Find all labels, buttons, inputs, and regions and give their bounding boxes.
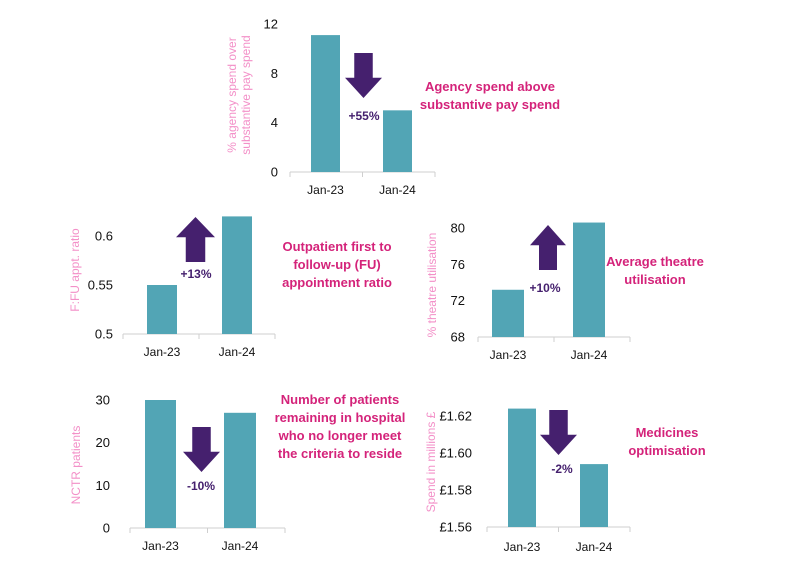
bar-jan-23 [492, 289, 524, 337]
up-arrow-icon [176, 217, 215, 262]
y-tick-label: 0 [271, 165, 278, 180]
chart-panel-3: 68 72 76 80 Jan-23 Jan-24 % theatre utilisatio… [425, 221, 704, 363]
chart-panel-2: 0.5 0.55 0.6 Jan-23 Jan-24 F:FU appt. ratio +1… [68, 216, 392, 359]
x-tick-label: Jan-24 [576, 540, 613, 554]
annotation-text: substantive pay spend [420, 97, 560, 112]
annotation-text: utilisation [624, 272, 685, 287]
y-axis-title: % theatre utilisation [425, 233, 439, 338]
bar-jan-24 [383, 110, 412, 172]
annotation-text: follow-up (FU) [293, 257, 380, 272]
change-label: -2% [551, 462, 573, 476]
y-axis-title: substantive pay spend [239, 35, 253, 154]
y-tick-label: £1.60 [439, 446, 472, 461]
x-tick-label: Jan-24 [571, 348, 608, 362]
x-tick-label: Jan-24 [379, 183, 416, 197]
y-tick-label: 8 [271, 66, 278, 81]
y-tick-label: 0 [103, 521, 110, 536]
change-label: +10% [529, 281, 560, 295]
bar-jan-24 [573, 222, 605, 337]
annotation-text: who no longer meet [278, 428, 402, 443]
bar-jan-23 [145, 400, 176, 528]
y-tick-label: 80 [451, 221, 465, 236]
y-tick-label: 0.55 [88, 278, 113, 293]
change-label: -10% [187, 479, 215, 493]
y-tick-label: 72 [451, 293, 465, 308]
x-tick-label: Jan-23 [144, 345, 181, 359]
y-tick-label: 0.5 [95, 327, 113, 342]
up-arrow-icon [530, 225, 566, 270]
annotation-text: the criteria to reside [278, 446, 402, 461]
y-tick-label: £1.62 [439, 409, 472, 424]
y-tick-label: 4 [271, 115, 278, 130]
bar-jan-23 [147, 285, 177, 334]
down-arrow-icon [540, 410, 577, 455]
x-tick-label: Jan-23 [504, 540, 541, 554]
change-label: +13% [180, 267, 211, 281]
chart-panel-5: £1.56 £1.58 £1.60 £1.62 Jan-23 Jan-24 Spend in… [424, 409, 706, 555]
annotation-text: optimisation [628, 443, 705, 458]
y-axis-title: F:FU appt. ratio [68, 228, 82, 312]
x-tick-label: Jan-23 [142, 539, 179, 553]
annotation-text: Medicines [636, 425, 699, 440]
x-tick-label: Jan-24 [222, 539, 259, 553]
y-axis-title: NCTR patients [69, 426, 83, 505]
annotation-text: Average theatre [606, 254, 704, 269]
x-tick-label: Jan-23 [307, 183, 344, 197]
annotation-text: Outpatient first to [282, 239, 391, 254]
bar-jan-23 [311, 35, 340, 172]
y-tick-label: 20 [96, 435, 110, 450]
chart-panel-4: 0 10 20 30 Jan-23 Jan-24 NCTR patients -10% Numb… [69, 392, 405, 553]
y-tick-label: 68 [451, 330, 465, 345]
y-axis-title: Spend in millions £ [424, 411, 438, 512]
annotation-text: Number of patients [281, 392, 399, 407]
annotation-text: appointment ratio [282, 275, 392, 290]
annotation-text: Agency spend above [425, 79, 555, 94]
bar-jan-24 [222, 216, 252, 334]
bar-jan-24 [580, 464, 608, 527]
y-tick-label: 10 [96, 478, 110, 493]
down-arrow-icon [183, 427, 220, 472]
y-tick-label: 0.6 [95, 229, 113, 244]
change-label: +55% [348, 109, 379, 123]
y-tick-label: £1.58 [439, 483, 472, 498]
bar-jan-23 [508, 408, 536, 527]
x-tick-label: Jan-23 [490, 348, 527, 362]
y-tick-label: £1.56 [439, 520, 472, 535]
annotation-text: remaining in hospital [275, 410, 406, 425]
y-tick-label: 12 [264, 17, 278, 32]
down-arrow-icon [345, 53, 382, 98]
x-tick-label: Jan-24 [219, 345, 256, 359]
bar-jan-24 [224, 412, 256, 528]
y-tick-label: 30 [96, 393, 110, 408]
y-axis-title: % agency spend over [225, 37, 239, 152]
y-tick-label: 76 [451, 257, 465, 272]
